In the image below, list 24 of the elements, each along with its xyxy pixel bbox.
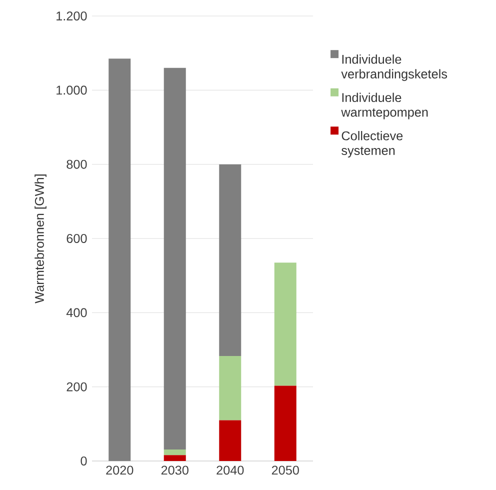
y-axis-title: Warmtebronnen [GWh] (34, 174, 46, 304)
bar (164, 455, 186, 461)
y-tick-label: 400 (66, 308, 87, 318)
y-tick-label: 800 (66, 160, 87, 169)
bar (219, 356, 242, 420)
bar (274, 262, 296, 386)
bar (108, 58, 131, 461)
y-tick-label: 200 (66, 382, 87, 392)
bar (164, 68, 186, 450)
bar (219, 164, 242, 356)
x-tick-label: 2050 (272, 466, 299, 475)
legend-label: Collectieve systemen (342, 131, 403, 158)
y-tick-label: 0 (80, 456, 87, 466)
y-tick-label: 1.000 (56, 86, 87, 95)
x-tick-label: 2040 (216, 466, 244, 475)
bar (219, 420, 242, 461)
x-tick-label: 2030 (161, 466, 188, 475)
legend-label: Individuele verbrandingsketels (341, 54, 448, 81)
legend-label: Individuele warmtepompen (341, 92, 428, 120)
x-tick-label: 2020 (106, 466, 134, 475)
y-tick-label: 1.200 (56, 12, 87, 20)
bar (164, 450, 186, 456)
y-tick-label: 600 (66, 234, 87, 243)
bar (274, 386, 296, 461)
